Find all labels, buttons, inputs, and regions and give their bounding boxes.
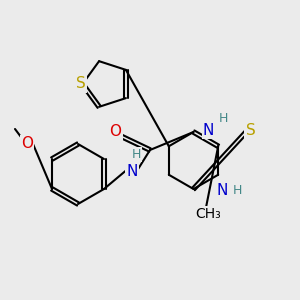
Text: H: H xyxy=(219,112,228,125)
Text: CH₃: CH₃ xyxy=(196,208,221,221)
Text: H: H xyxy=(232,184,242,197)
Text: O: O xyxy=(110,124,122,140)
Text: O: O xyxy=(21,136,33,152)
Text: H: H xyxy=(132,148,141,161)
Text: S: S xyxy=(246,123,255,138)
Text: N: N xyxy=(216,183,228,198)
Text: N: N xyxy=(126,164,138,178)
Text: N: N xyxy=(203,123,214,138)
Text: S: S xyxy=(76,76,86,92)
